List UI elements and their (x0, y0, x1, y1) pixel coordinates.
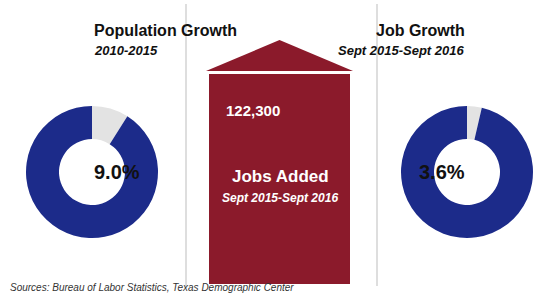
svg-text:Sources: Bureau of Labor Stati: Sources: Bureau of Labor Statistics, Tex… (10, 282, 294, 293)
svg-text:Job Growth: Job Growth (376, 22, 465, 39)
svg-text:9.0%: 9.0% (94, 161, 140, 183)
svg-text:3.6%: 3.6% (419, 161, 465, 183)
svg-text:Population Growth: Population Growth (94, 22, 237, 39)
svg-text:2010-2015: 2010-2015 (94, 43, 158, 58)
svg-text:Jobs Added: Jobs Added (232, 167, 329, 186)
svg-text:122,300: 122,300 (226, 102, 280, 119)
svg-text:Sept 2015-Sept 2016: Sept 2015-Sept 2016 (338, 43, 465, 58)
svg-text:Sept 2015-Sept 2016: Sept 2015-Sept 2016 (222, 191, 338, 205)
